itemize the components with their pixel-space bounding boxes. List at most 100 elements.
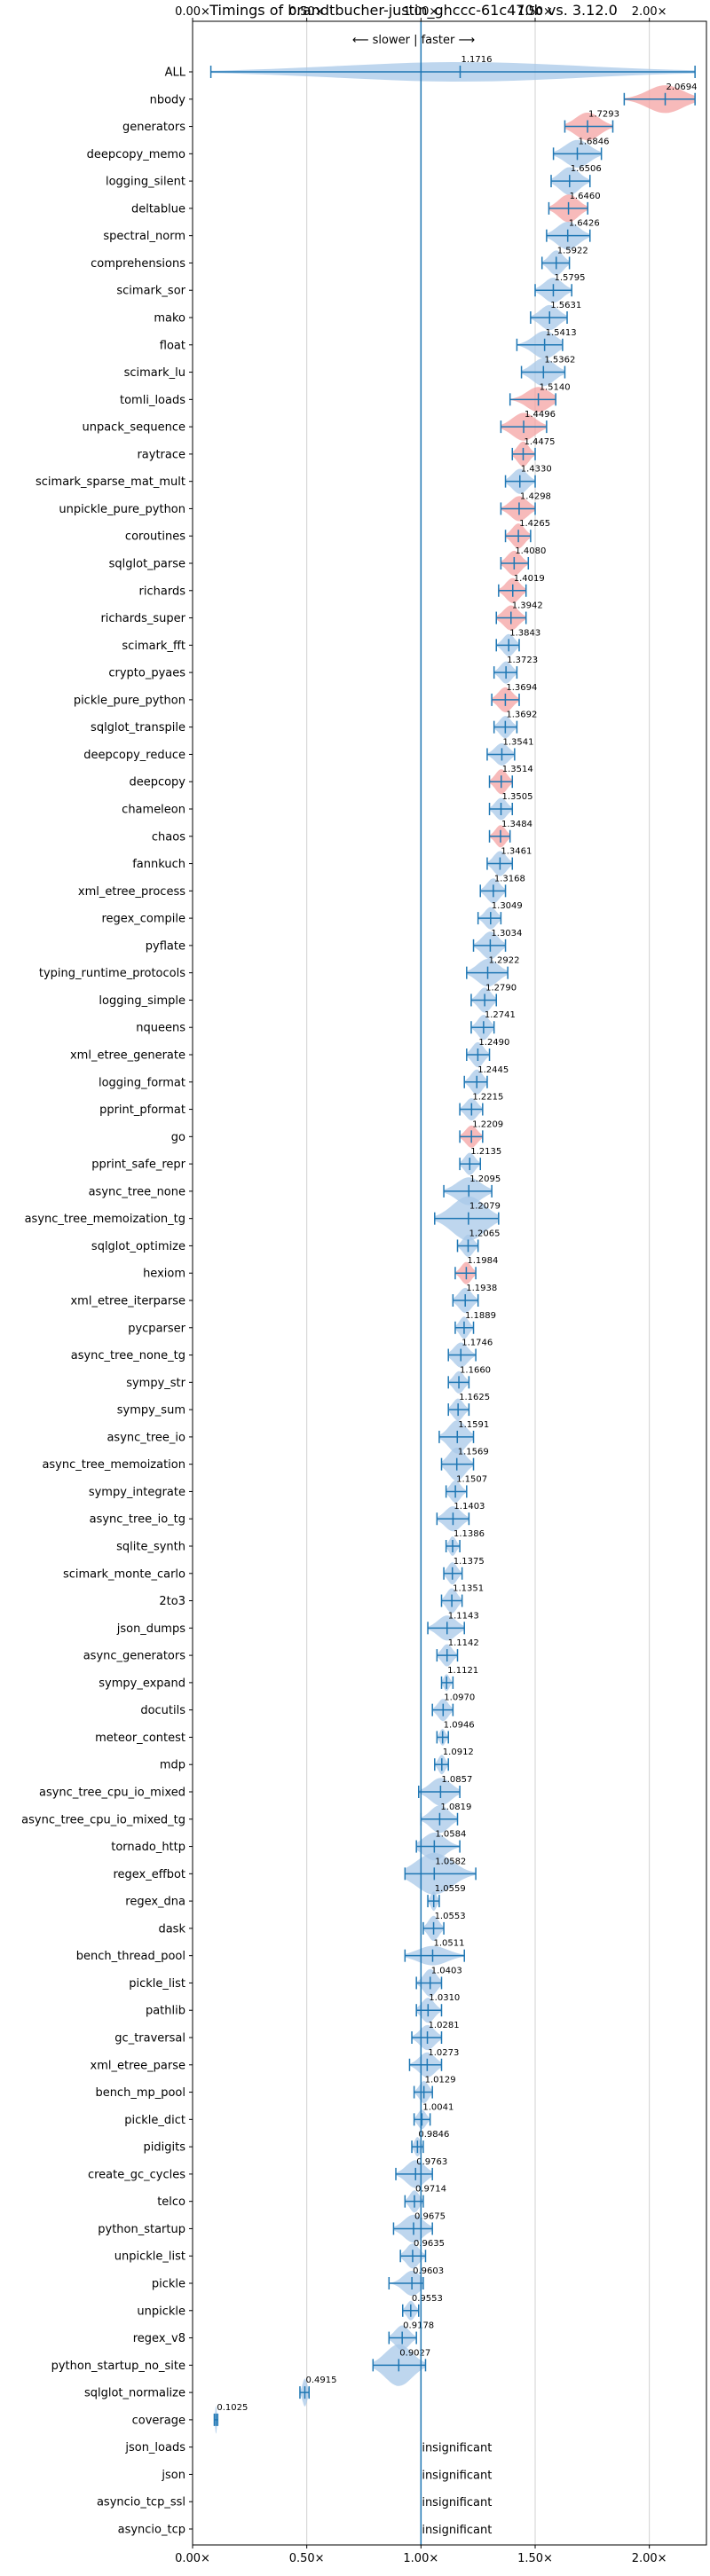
benchmark-label: 2to3: [159, 1595, 185, 1608]
benchmark-label: chaos: [152, 830, 185, 844]
benchmark-label: unpickle_list: [114, 2250, 185, 2264]
benchmark-label: tomli_loads: [120, 394, 185, 407]
violin-raytrace: 1.4475: [511, 437, 555, 467]
benchmark-label: xml_etree_process: [78, 885, 185, 899]
value-label: 1.0857: [441, 1775, 472, 1785]
violin-pprint_safe_repr: 1.2135: [459, 1147, 501, 1175]
value-label: 1.4496: [525, 410, 556, 420]
value-label: 1.0511: [433, 1939, 464, 1949]
value-label: 1.1142: [448, 1638, 479, 1648]
violin-scimark_sparse_mat_mult: 1.4330: [504, 465, 552, 494]
violin-tomli_loads: 1.5140: [509, 382, 571, 412]
value-label: 1.0310: [429, 1993, 460, 2003]
value-label: 1.0281: [429, 2021, 460, 2030]
benchmark-label: raytrace: [137, 448, 185, 461]
violin-async_tree_cpu_io_mixed_tg: 1.0819: [420, 1802, 471, 1834]
benchmark-label: richards_super: [100, 612, 185, 625]
value-label: 1.1660: [460, 1365, 491, 1375]
violin-go: 1.2209: [459, 1119, 503, 1148]
value-label: 1.3505: [502, 792, 533, 802]
value-label: 1.2095: [469, 1174, 501, 1184]
x-tick-label: 1.00×: [403, 5, 438, 19]
value-label: 1.5922: [557, 246, 588, 255]
value-label: 1.4330: [521, 465, 552, 475]
benchmark-label: logging_simple: [99, 994, 185, 1008]
benchmark-label: python_startup: [98, 2223, 185, 2236]
value-label: 0.9603: [413, 2266, 444, 2276]
violin-docutils: 1.0970: [431, 1693, 475, 1722]
benchmark-label: coverage: [132, 2414, 185, 2427]
violin-pyflate: 1.3034: [472, 929, 522, 960]
violin-sympy_integrate: 1.1507: [445, 1474, 487, 1503]
value-label: 1.1121: [447, 1666, 478, 1676]
benchmark-label: scimark_sor: [116, 285, 185, 298]
value-label: 1.3541: [502, 737, 533, 747]
value-label: 0.4915: [305, 2376, 336, 2385]
violin-python_startup: 0.9675: [392, 2211, 446, 2243]
value-label: 1.3694: [506, 683, 537, 693]
benchmark-label: docutils: [140, 1704, 185, 1717]
violin-regex_effbot: 1.0582: [404, 1852, 477, 1895]
violin-async_tree_io: 1.1591: [438, 1420, 489, 1454]
benchmark-label: pickle_list: [129, 1977, 185, 1991]
violin-generators: 1.7293: [564, 110, 619, 141]
benchmark-label: generators: [122, 121, 185, 134]
benchmark-label: typing_runtime_protocols: [39, 967, 185, 980]
value-label: 0.9714: [415, 2185, 446, 2195]
value-label: 1.6506: [571, 164, 602, 174]
value-label: 0.9027: [399, 2348, 430, 2358]
violin-sqlglot_transpile: 1.3692: [493, 711, 537, 739]
value-label: 1.2065: [469, 1229, 500, 1238]
value-label: 1.3461: [501, 847, 532, 857]
benchmark-label: sympy_expand: [99, 1677, 185, 1690]
violin-scimark_sor: 1.5795: [534, 273, 585, 303]
benchmark-label: scimark_lu: [124, 366, 185, 380]
benchmark-label: regex_compile: [101, 913, 185, 926]
benchmark-label: nqueens: [136, 1022, 185, 1035]
violin-async_tree_memoization: 1.1569: [440, 1448, 489, 1481]
violin-hexiom: 1.1984: [454, 1256, 498, 1284]
benchmark-label: nbody: [150, 93, 186, 106]
benchmark-label: hexiom: [143, 1268, 185, 1281]
benchmark-label: pickle: [152, 2278, 185, 2291]
x-tick-label: 1.00×: [403, 2552, 438, 2565]
violin-regex_compile: 1.3049: [477, 901, 523, 930]
value-label: 1.2490: [478, 1038, 509, 1048]
violin-logging_silent: 1.6506: [550, 164, 602, 195]
violin-coverage: 0.1025: [213, 2403, 248, 2434]
benchmark-label: sqlglot_transpile: [91, 721, 185, 734]
benchmark-label: xml_etree_iterparse: [70, 1295, 185, 1308]
benchmark-label: asyncio_tcp_ssl: [97, 2496, 185, 2509]
value-label: 1.0273: [428, 2048, 459, 2058]
violin-layer: 1.1716 2.0694 1.7293 1.6846 1.6506 1.6460 1.64…: [209, 55, 698, 2537]
violin-nqueens: 1.2741: [470, 1010, 516, 1041]
value-label: 1.3723: [507, 656, 538, 665]
value-label: 1.0041: [422, 2102, 454, 2112]
top-x-axis: 0.00× 0.50× 1.00× 1.50× 2.00×: [175, 5, 667, 21]
benchmark-label: sqlite_synth: [116, 1541, 185, 1554]
value-label: 1.0970: [444, 1693, 475, 1703]
value-label: 1.0819: [440, 1802, 471, 1812]
value-label: 1.3843: [509, 628, 540, 638]
violin-async_tree_memoization_tg: 1.2079: [434, 1196, 501, 1241]
value-label: 1.1375: [454, 1557, 485, 1567]
value-label: 1.1569: [458, 1448, 489, 1457]
violin-regex_dna: 1.0559: [427, 1884, 466, 1912]
violin-richards: 1.4019: [498, 574, 545, 603]
benchmark-label: json_dumps: [116, 1622, 185, 1636]
benchmark-label: deepcopy_reduce: [83, 749, 185, 762]
violin-sqlglot_optimize: 1.2065: [456, 1229, 500, 1257]
value-label: 1.5362: [544, 356, 575, 365]
benchmark-label: sympy_str: [126, 1377, 185, 1390]
value-label: 1.0559: [435, 1884, 466, 1894]
value-label: 1.1746: [462, 1339, 493, 1348]
value-label: 1.7293: [588, 110, 619, 120]
violin-deltablue: 1.6460: [548, 192, 601, 223]
violin-chameleon: 1.3505: [488, 792, 533, 821]
x-tick-label: 0.00×: [175, 2552, 210, 2565]
violin-tornado_http: 1.0584: [415, 1830, 466, 1861]
benchmark-label: logging_format: [99, 1076, 185, 1089]
benchmark-label: mako: [154, 312, 185, 326]
